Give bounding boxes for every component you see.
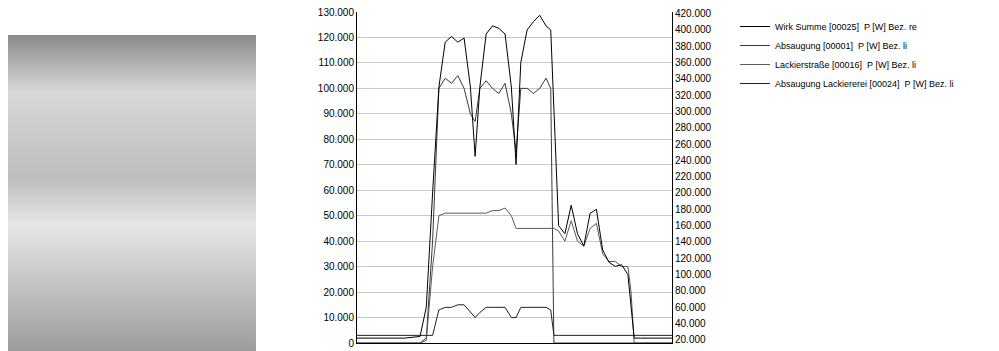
svg-text:Absaugung Lackiererei [00024]: Absaugung Lackiererei [00024] P [W] Bez.… — [775, 79, 953, 89]
svg-text:380.000: 380.000 — [675, 41, 712, 52]
svg-text:200.000: 200.000 — [675, 187, 712, 198]
svg-text:40.000: 40.000 — [323, 236, 354, 247]
svg-text:80.000: 80.000 — [675, 285, 706, 296]
svg-text:70.000: 70.000 — [323, 159, 354, 170]
svg-text:160.000: 160.000 — [675, 220, 712, 231]
svg-text:40.000: 40.000 — [675, 318, 706, 329]
svg-text:100.000: 100.000 — [675, 269, 712, 280]
svg-text:Lackierstraße [00016] P [W] B: Lackierstraße [00016] P [W] Bez. li — [775, 60, 916, 70]
svg-text:220.000: 220.000 — [675, 171, 712, 182]
svg-text:300.000: 300.000 — [675, 106, 712, 117]
svg-text:80.000: 80.000 — [323, 134, 354, 145]
svg-text:60.000: 60.000 — [323, 185, 354, 196]
svg-text:Wirk Summe [00025] P [W] Bez.: Wirk Summe [00025] P [W] Bez. re — [775, 22, 917, 32]
svg-text:120.000: 120.000 — [675, 253, 712, 264]
svg-text:20.000: 20.000 — [323, 287, 354, 298]
svg-text:10.000: 10.000 — [323, 312, 354, 323]
svg-text:260.000: 260.000 — [675, 139, 712, 150]
svg-text:30.000: 30.000 — [323, 261, 354, 272]
svg-text:420.000: 420.000 — [675, 8, 712, 19]
svg-text:Absaugung [00001] P [W] Bez.: Absaugung [00001] P [W] Bez. li — [775, 41, 907, 51]
svg-text:130.000: 130.000 — [318, 7, 355, 18]
svg-text:340.000: 340.000 — [675, 73, 712, 84]
svg-text:360.000: 360.000 — [675, 57, 712, 68]
svg-text:320.000: 320.000 — [675, 90, 712, 101]
svg-text:100.000: 100.000 — [318, 83, 355, 94]
svg-text:120.000: 120.000 — [318, 32, 355, 43]
svg-text:60.000: 60.000 — [675, 302, 706, 313]
svg-text:50.000: 50.000 — [323, 210, 354, 221]
svg-text:110.000: 110.000 — [319, 57, 355, 68]
svg-text:400.000: 400.000 — [675, 24, 712, 35]
svg-text:140.000: 140.000 — [675, 236, 712, 247]
svg-text:180.000: 180.000 — [675, 204, 712, 215]
svg-text:20.000: 20.000 — [675, 334, 706, 345]
svg-text:240.000: 240.000 — [675, 155, 712, 166]
svg-text:0: 0 — [348, 338, 354, 349]
svg-text:90.000: 90.000 — [323, 108, 354, 119]
svg-text:280.000: 280.000 — [675, 122, 712, 133]
